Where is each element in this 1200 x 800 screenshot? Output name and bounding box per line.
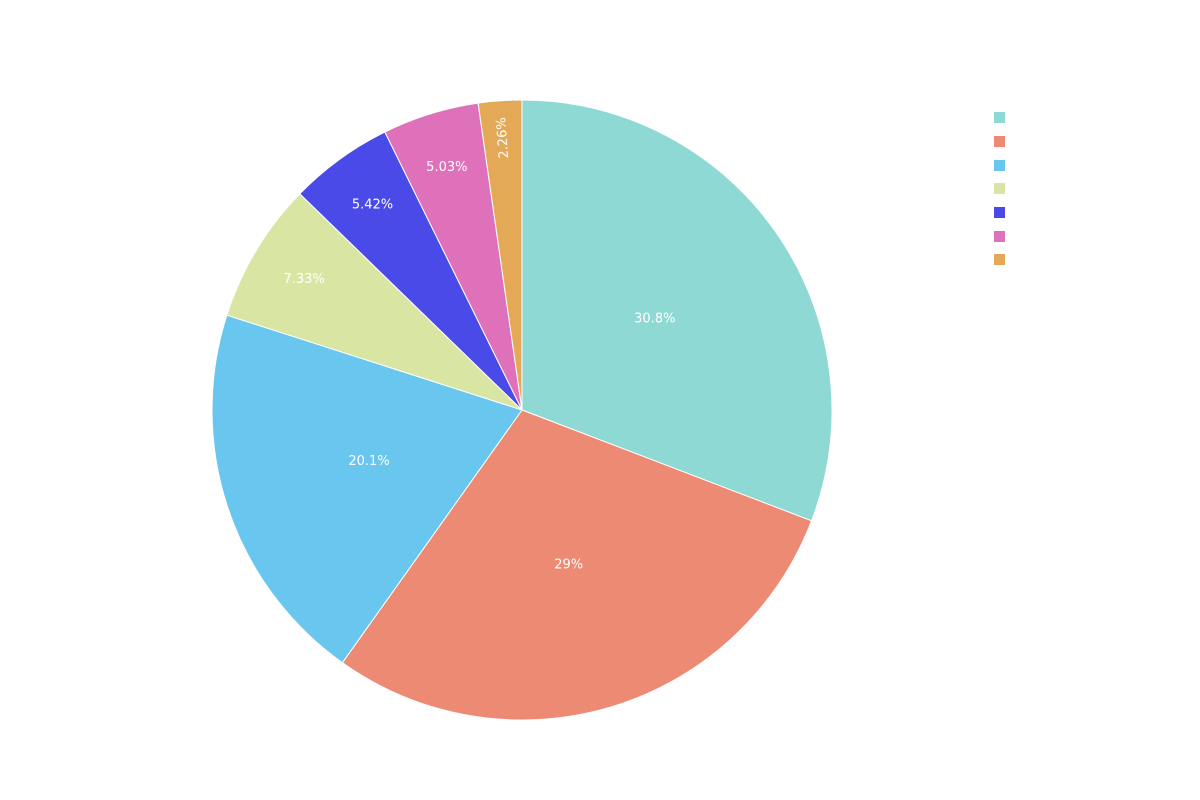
legend-swatch bbox=[994, 136, 1005, 148]
legend-label: Other bbox=[1020, 252, 1057, 268]
legend-item[interactable]: Engineering bbox=[994, 130, 1098, 154]
slice-value-label: 2.26% bbox=[494, 117, 512, 159]
pie-slice-other[interactable] bbox=[477, 99, 523, 411]
legend: Nursing Engineering Education Business Arts S… bbox=[994, 106, 1098, 272]
legend-item[interactable]: Other bbox=[994, 248, 1098, 272]
legend-label: Business bbox=[1020, 181, 1078, 197]
slice-value-label: 5.03% bbox=[426, 160, 467, 175]
chart-title: Programs of Study Percentages bbox=[63, 32, 330, 52]
slice-value-label: 5.42% bbox=[352, 197, 393, 212]
pie-slice-labels: 30.8% 29% 20.1% 7.33% 5.42% 5.03% 2.26% bbox=[283, 117, 675, 573]
legend-swatch bbox=[994, 254, 1005, 266]
pie-slice-engineering[interactable] bbox=[341, 409, 813, 721]
pie-slice-nursing[interactable] bbox=[521, 99, 833, 522]
legend-item[interactable]: Education bbox=[994, 153, 1098, 177]
legend-label: Science bbox=[1020, 228, 1071, 244]
legend-label: Engineering bbox=[1020, 134, 1098, 150]
legend-item[interactable]: Science bbox=[994, 224, 1098, 248]
legend-swatch bbox=[994, 207, 1005, 219]
legend-item[interactable]: Nursing bbox=[994, 106, 1098, 130]
legend-item[interactable]: Business bbox=[994, 177, 1098, 201]
slice-value-label: 20.1% bbox=[348, 454, 389, 469]
legend-label: Nursing bbox=[1020, 110, 1071, 126]
legend-label: Education bbox=[1020, 157, 1085, 173]
slice-value-label: 30.8% bbox=[634, 312, 675, 327]
legend-swatch bbox=[994, 230, 1005, 242]
legend-swatch bbox=[994, 112, 1005, 124]
legend-swatch bbox=[994, 183, 1005, 195]
legend-label: Arts bbox=[1020, 205, 1047, 221]
legend-swatch bbox=[994, 159, 1005, 171]
pie-slices bbox=[211, 99, 833, 721]
pie-slice-education[interactable] bbox=[211, 314, 523, 664]
slice-value-label: 29% bbox=[554, 557, 583, 572]
legend-item[interactable]: Arts bbox=[994, 201, 1098, 225]
pie-slice-business[interactable] bbox=[226, 193, 523, 411]
slice-value-label: 7.33% bbox=[283, 272, 324, 287]
